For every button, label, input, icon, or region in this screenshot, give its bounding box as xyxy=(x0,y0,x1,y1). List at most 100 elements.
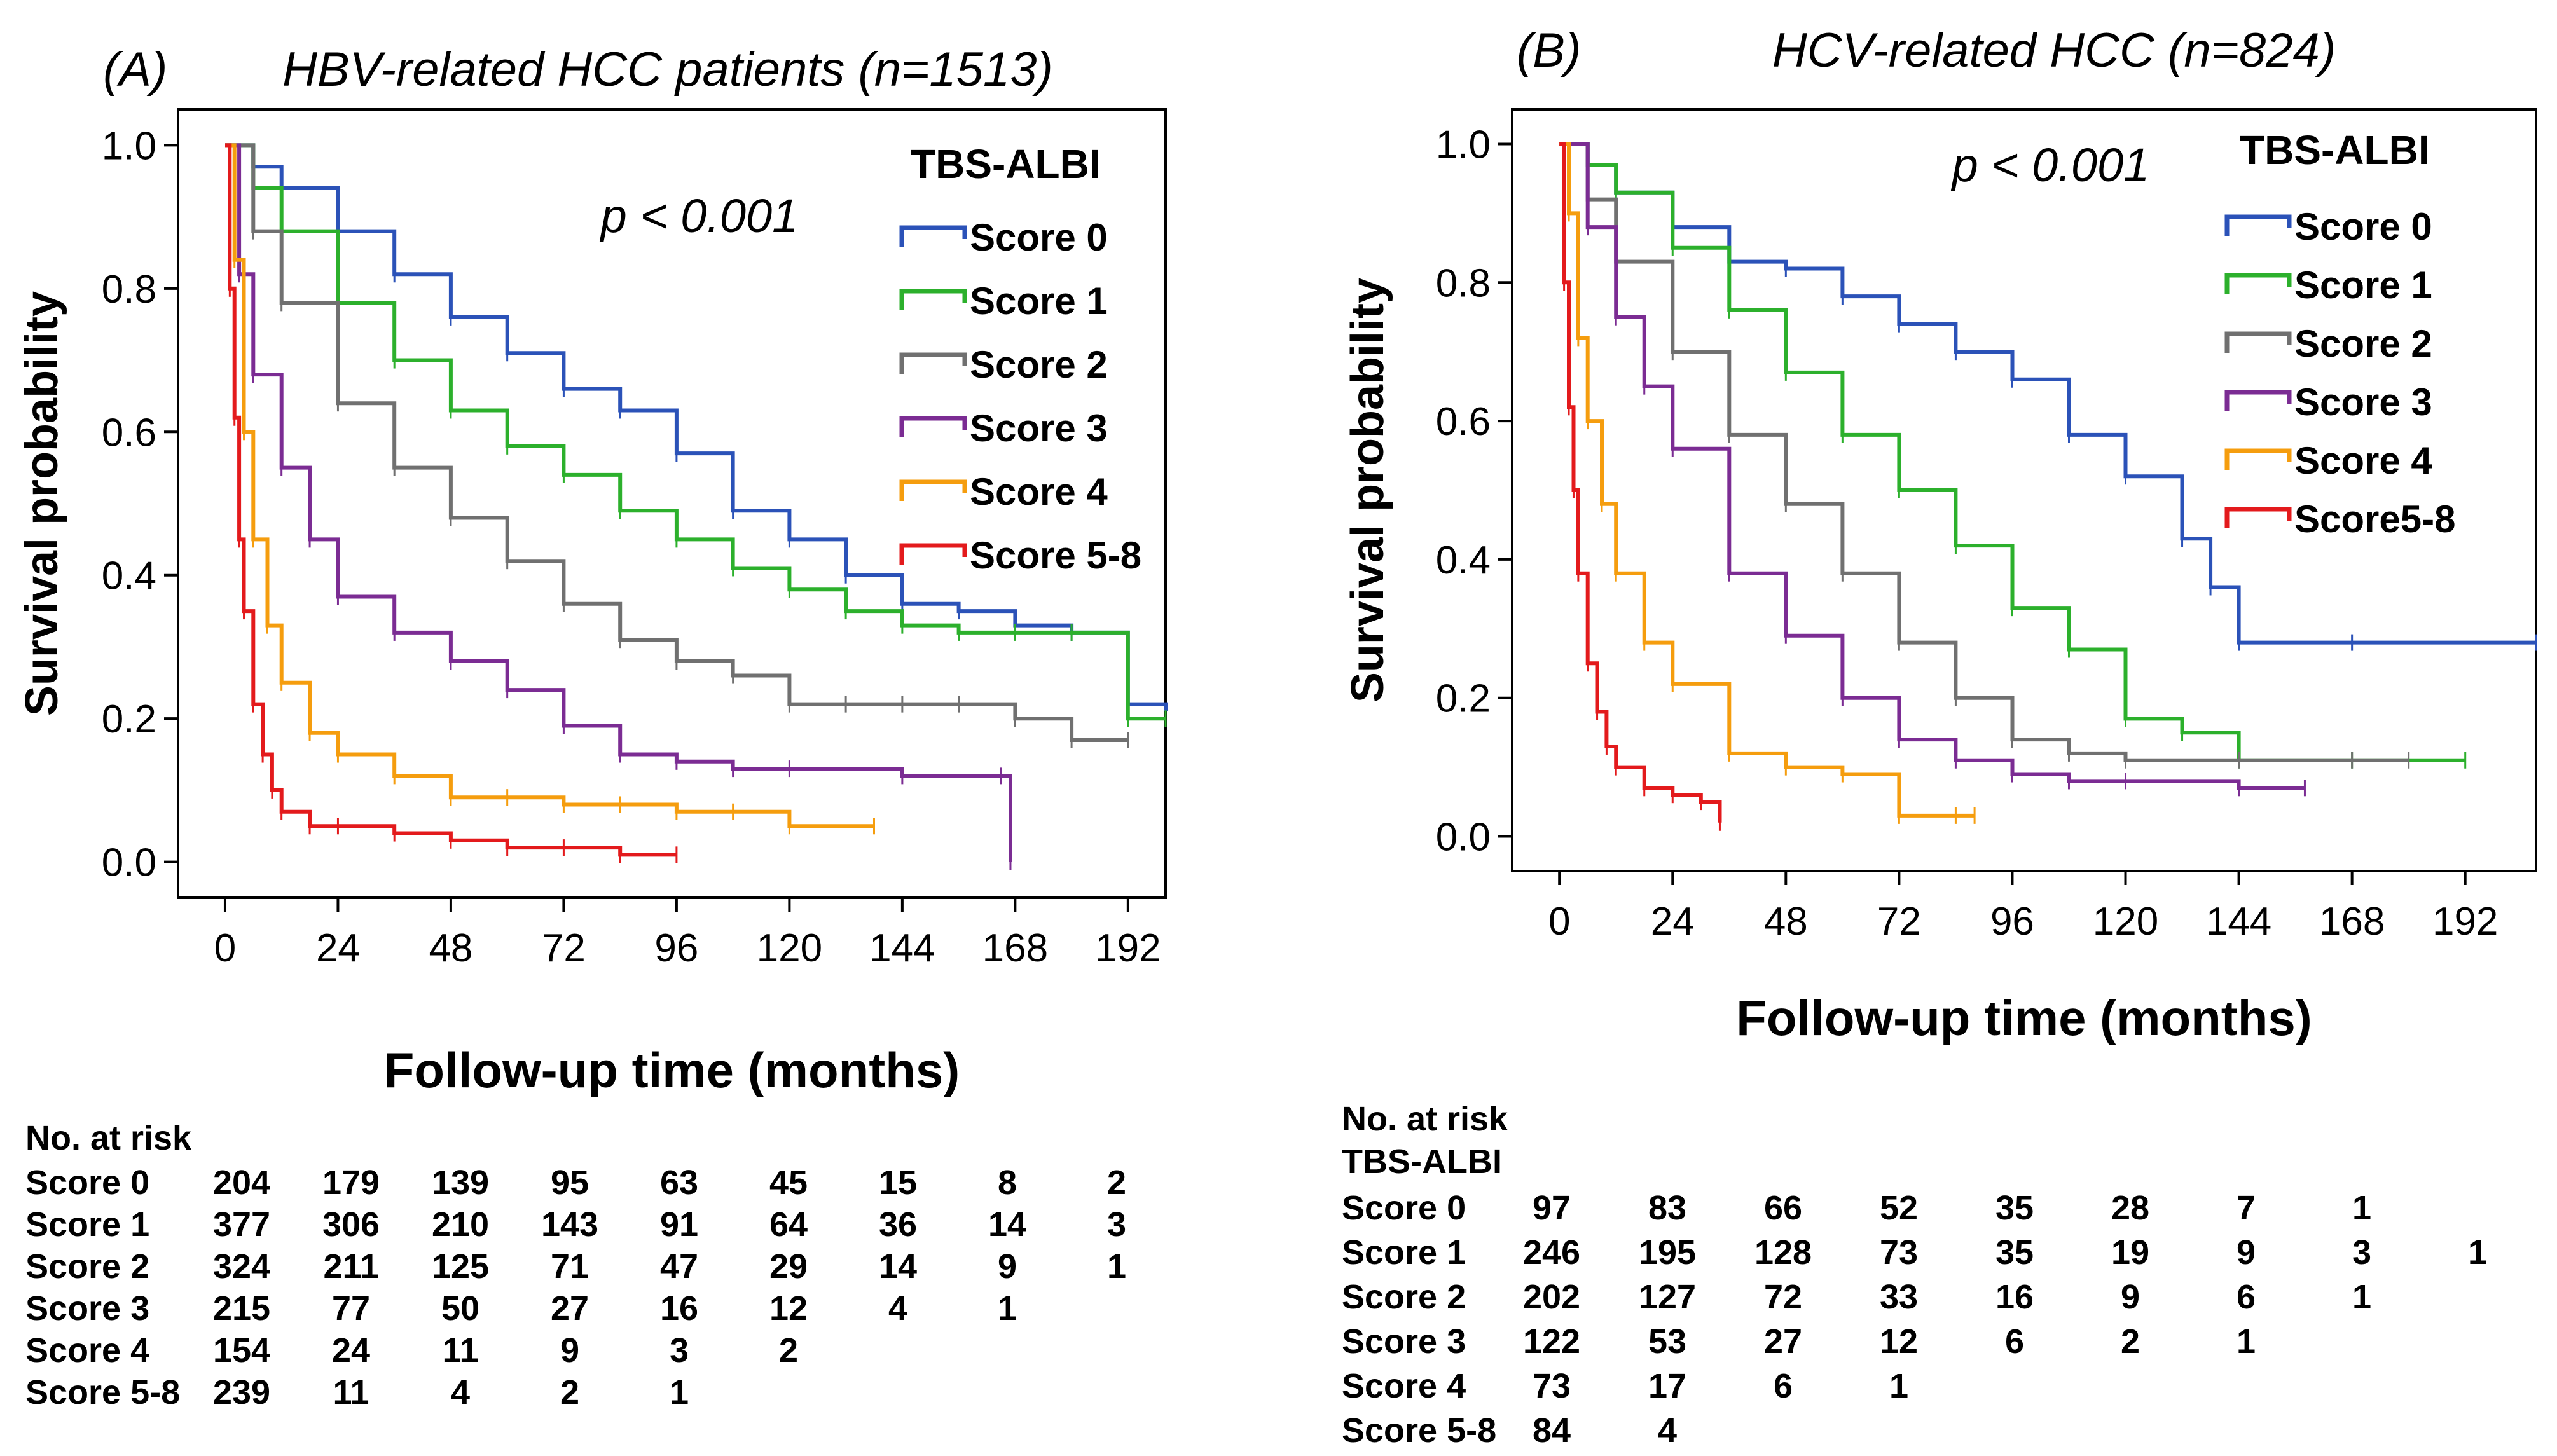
legend-title: TBS-ALBI xyxy=(2240,127,2430,173)
risk-cell: 4 xyxy=(1658,1411,1677,1450)
risk-cell: 377 xyxy=(213,1205,270,1244)
risk-cell: 9 xyxy=(560,1331,579,1370)
risk-table-subheader: TBS-ALBI xyxy=(1342,1143,1502,1181)
risk-cell: 1 xyxy=(2237,1322,2256,1361)
legend-swatch xyxy=(899,352,967,374)
panel-b: (B) HCV-related HCC (n=824) Survival proba… xyxy=(1342,24,2537,1450)
plot-frame xyxy=(177,108,1167,899)
y-axis-label: Survival probability xyxy=(17,291,67,716)
legend-label: Score5-8 xyxy=(2294,498,2455,540)
risk-cell: 1 xyxy=(2352,1189,2371,1227)
risk-cell: 204 xyxy=(213,1164,270,1202)
risk-cell: 154 xyxy=(213,1331,270,1370)
legend-swatch xyxy=(2224,507,2292,528)
legend-label: Score 0 xyxy=(970,216,1108,259)
risk-cell: 139 xyxy=(432,1164,489,1202)
risk-cell: 73 xyxy=(1533,1367,1571,1405)
risk-cell: 17 xyxy=(1648,1367,1686,1405)
x-tick-label: 96 xyxy=(1990,900,2034,944)
risk-cell: 125 xyxy=(432,1247,489,1286)
risk-cell: 2 xyxy=(2121,1322,2140,1361)
legend-label: Score 4 xyxy=(2294,439,2432,482)
risk-row-label: Score 3 xyxy=(25,1289,149,1328)
x-tick-label: 48 xyxy=(429,926,472,970)
risk-cell: 11 xyxy=(333,1373,369,1411)
risk-cell: 27 xyxy=(551,1289,589,1328)
legend-swatch xyxy=(899,543,967,565)
risk-cell: 3 xyxy=(1107,1205,1126,1244)
x-tick-label: 144 xyxy=(2206,900,2271,944)
risk-cell: 28 xyxy=(2111,1189,2149,1227)
risk-cell: 215 xyxy=(213,1289,270,1328)
legend-label: Score 3 xyxy=(970,407,1108,450)
risk-cell: 77 xyxy=(332,1289,370,1328)
x-tick-label: 168 xyxy=(2319,900,2385,944)
risk-cell: 324 xyxy=(213,1247,270,1286)
legend-label: Score 2 xyxy=(970,343,1108,386)
risk-cell: 1 xyxy=(1889,1367,1908,1405)
risk-cell: 127 xyxy=(1639,1278,1696,1316)
legend-title: TBS-ALBI xyxy=(911,141,1101,187)
y-tick-label: 0.6 xyxy=(1436,400,1491,444)
plot-frame xyxy=(1511,108,2537,872)
risk-cell: 9 xyxy=(998,1247,1017,1286)
risk-cell: 84 xyxy=(1533,1411,1571,1450)
panel-a: (A) HBV-related HCC patients (n=1513) Surv… xyxy=(17,43,1168,1411)
risk-cell: 128 xyxy=(1754,1233,1812,1272)
x-tick-label: 48 xyxy=(1764,900,1808,944)
x-tick-label: 144 xyxy=(869,926,935,970)
risk-cell: 239 xyxy=(213,1373,270,1411)
y-tick-label: 0.2 xyxy=(102,697,156,741)
risk-table-header: No. at risk xyxy=(1342,1100,1508,1138)
risk-cell: 2 xyxy=(560,1373,579,1411)
x-tick-label: 192 xyxy=(1095,926,1161,970)
risk-cell: 71 xyxy=(551,1247,589,1286)
risk-cell: 1 xyxy=(998,1289,1017,1328)
x-tick-label: 192 xyxy=(2432,900,2498,944)
risk-cell: 3 xyxy=(2352,1233,2371,1272)
x-tick-label: 96 xyxy=(654,926,698,970)
risk-cell: 27 xyxy=(1764,1322,1802,1361)
risk-cell: 73 xyxy=(1880,1233,1918,1272)
risk-cell: 1 xyxy=(670,1373,689,1411)
x-tick-label: 120 xyxy=(2093,900,2158,944)
x-tick-label: 168 xyxy=(982,926,1048,970)
risk-cell: 1 xyxy=(1107,1247,1126,1286)
x-tick-label: 0 xyxy=(214,926,236,970)
chart-title: HCV-related HCC (n=824) xyxy=(1772,24,2336,78)
y-tick-label: 0.4 xyxy=(102,554,156,598)
panel-label: (A) xyxy=(103,43,167,97)
survival-curve-score-2 xyxy=(1559,142,2409,762)
risk-cell: 83 xyxy=(1648,1189,1686,1227)
x-tick-label: 0 xyxy=(1548,900,1570,944)
risk-cell: 50 xyxy=(441,1289,479,1328)
risk-cell: 8 xyxy=(998,1164,1017,1202)
y-tick-label: 0.6 xyxy=(102,411,156,455)
risk-cell: 7 xyxy=(2237,1189,2256,1227)
risk-cell: 14 xyxy=(879,1247,917,1286)
risk-cell: 210 xyxy=(432,1205,489,1244)
y-tick-label: 0.2 xyxy=(1436,677,1491,721)
risk-cell: 1 xyxy=(2352,1278,2371,1316)
risk-cell: 306 xyxy=(322,1205,380,1244)
risk-cell: 53 xyxy=(1648,1322,1686,1361)
risk-cell: 9 xyxy=(2121,1278,2140,1316)
y-tick-label: 0.0 xyxy=(102,841,156,885)
risk-cell: 12 xyxy=(1880,1322,1918,1361)
risk-cell: 45 xyxy=(769,1164,808,1202)
x-tick-label: 120 xyxy=(757,926,822,970)
risk-cell: 6 xyxy=(2005,1322,2024,1361)
y-tick-label: 0.4 xyxy=(1436,539,1491,582)
y-axis-label: Survival probability xyxy=(1342,278,1393,703)
legend-label: Score 0 xyxy=(2294,205,2432,248)
legend-swatch xyxy=(2224,214,2292,236)
risk-cell: 64 xyxy=(769,1205,808,1244)
risk-cell: 12 xyxy=(769,1289,808,1328)
risk-cell: 63 xyxy=(660,1164,698,1202)
risk-row-label: Score 1 xyxy=(25,1205,149,1244)
legend-label: Score 1 xyxy=(970,280,1108,322)
risk-row-label: Score 1 xyxy=(1342,1233,1466,1272)
risk-cell: 16 xyxy=(1995,1278,2034,1316)
risk-row-label: Score 0 xyxy=(1342,1189,1466,1227)
risk-cell: 35 xyxy=(1995,1233,2034,1272)
